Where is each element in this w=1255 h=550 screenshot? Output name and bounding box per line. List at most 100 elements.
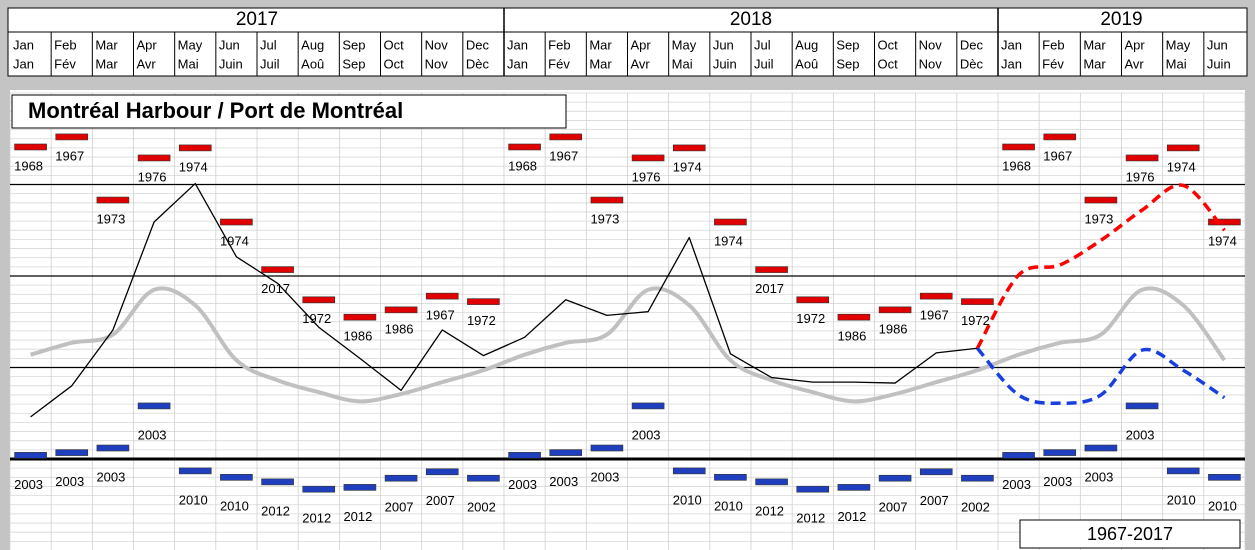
month-label-en: Apr [137, 37, 158, 52]
record-min-bar [1166, 467, 1200, 475]
month-label-fr: Fév [548, 56, 570, 71]
record-max-year: 1986 [879, 321, 908, 336]
record-max-year: 1968 [14, 158, 43, 173]
record-min-bar [220, 473, 253, 481]
record-max-year: 1973 [96, 211, 125, 226]
record-max-bar [425, 292, 459, 300]
record-max-bar [14, 143, 47, 151]
record-max-year: 2017 [755, 281, 784, 296]
month-label-en: Mar [589, 37, 612, 52]
month-label-fr: Avr [631, 56, 651, 71]
record-max-bar [549, 133, 583, 141]
record-max-year: 1967 [426, 308, 455, 323]
record-max-year: 1967 [549, 148, 578, 163]
record-max-bar [714, 218, 747, 226]
month-label-fr: Juin [1207, 56, 1231, 71]
record-max-bar [384, 306, 418, 314]
record-min-year: 2007 [426, 493, 455, 508]
record-min-bar [590, 444, 624, 452]
record-min-bar [343, 484, 377, 491]
record-min-bar [508, 452, 541, 459]
month-label-en: Jul [754, 37, 771, 52]
record-min-year: 2003 [590, 469, 619, 484]
record-min-bar [878, 474, 912, 482]
record-max-year: 1967 [1043, 148, 1072, 163]
month-label-fr: Mai [672, 56, 693, 71]
record-min-bar [631, 402, 665, 410]
record-max-year: 1972 [302, 311, 331, 326]
month-label-en: Nov [425, 37, 449, 52]
record-min-year: 2002 [961, 500, 990, 515]
record-max-bar [137, 154, 171, 162]
record-min-year: 2003 [1126, 427, 1155, 442]
record-max-year: 1973 [1084, 211, 1113, 226]
month-label-fr: Nov [919, 56, 943, 71]
record-max-year: 1976 [632, 169, 661, 184]
record-min-bar [1084, 444, 1118, 452]
record-max-year: 1986 [385, 321, 414, 336]
month-label-fr: Juil [260, 56, 280, 71]
month-label-en: Jan [507, 37, 528, 52]
record-min-bar [55, 449, 89, 456]
month-label-en: Oct [384, 37, 405, 52]
record-min-bar [1208, 473, 1241, 481]
record-max-bar [961, 298, 994, 305]
record-min-year: 2010 [1167, 492, 1196, 507]
record-max-bar [1084, 196, 1118, 204]
month-label-fr: Juil [754, 56, 774, 71]
record-min-year: 2012 [796, 511, 825, 526]
record-max-bar [302, 296, 336, 304]
month-label-fr: Mar [1083, 56, 1106, 71]
record-max-year: 1974 [714, 233, 743, 248]
record-max-year: 1972 [796, 311, 825, 326]
record-max-year: 1974 [1208, 233, 1237, 248]
month-label-en: Dec [960, 37, 984, 52]
month-label-en: Jul [260, 37, 277, 52]
record-min-bar [837, 484, 871, 491]
record-max-bar [796, 296, 830, 304]
month-label-en: May [1166, 37, 1191, 52]
month-label-en: Aug [301, 37, 324, 52]
legend-box [1019, 519, 1241, 549]
month-label-fr: Aoû [301, 56, 324, 71]
record-min-bar [137, 402, 171, 410]
record-min-bar [14, 452, 47, 459]
year-label: 2017 [236, 9, 278, 30]
record-max-bar [878, 306, 912, 314]
record-max-bar [508, 143, 541, 151]
month-label-en: Nov [919, 37, 943, 52]
record-min-bar [1002, 452, 1035, 459]
record-max-year: 1968 [1002, 158, 1031, 173]
record-min-year: 2012 [755, 503, 784, 518]
chart-title: Montréal Harbour / Port de Montréal [28, 98, 403, 123]
record-max-bar [1043, 133, 1077, 141]
record-max-year: 1968 [508, 158, 537, 173]
record-min-year: 2007 [920, 493, 949, 508]
month-label-en: Feb [54, 37, 76, 52]
record-min-bar [961, 474, 994, 482]
month-label-fr: Sep [342, 56, 365, 71]
record-max-year: 2017 [261, 281, 290, 296]
record-min-bar [796, 485, 830, 493]
record-max-bar [261, 266, 294, 273]
month-label-fr: Oct [384, 56, 405, 71]
month-label-fr: Dèc [466, 56, 490, 71]
record-min-bar [714, 473, 747, 481]
record-period: 1967-2017 [1087, 524, 1173, 544]
month-label-en: Jun [713, 37, 734, 52]
record-max-year: 1986 [837, 329, 866, 344]
series-line [30, 286, 1227, 404]
month-label-en: Jan [1001, 37, 1022, 52]
record-min-year: 2010 [673, 492, 702, 507]
month-label-fr: Avr [1125, 56, 1145, 71]
month-label-fr: Juin [713, 56, 737, 71]
month-label-en: Feb [548, 37, 570, 52]
record-max-bar [1166, 144, 1200, 152]
month-label-fr: Fév [54, 56, 76, 71]
month-label-fr: Jan [13, 56, 34, 71]
record-min-year: 2003 [549, 474, 578, 489]
record-min-year: 2003 [55, 474, 84, 489]
record-min-bar [549, 449, 583, 456]
year-label: 2018 [730, 9, 772, 30]
month-label-fr: Avr [137, 56, 157, 71]
